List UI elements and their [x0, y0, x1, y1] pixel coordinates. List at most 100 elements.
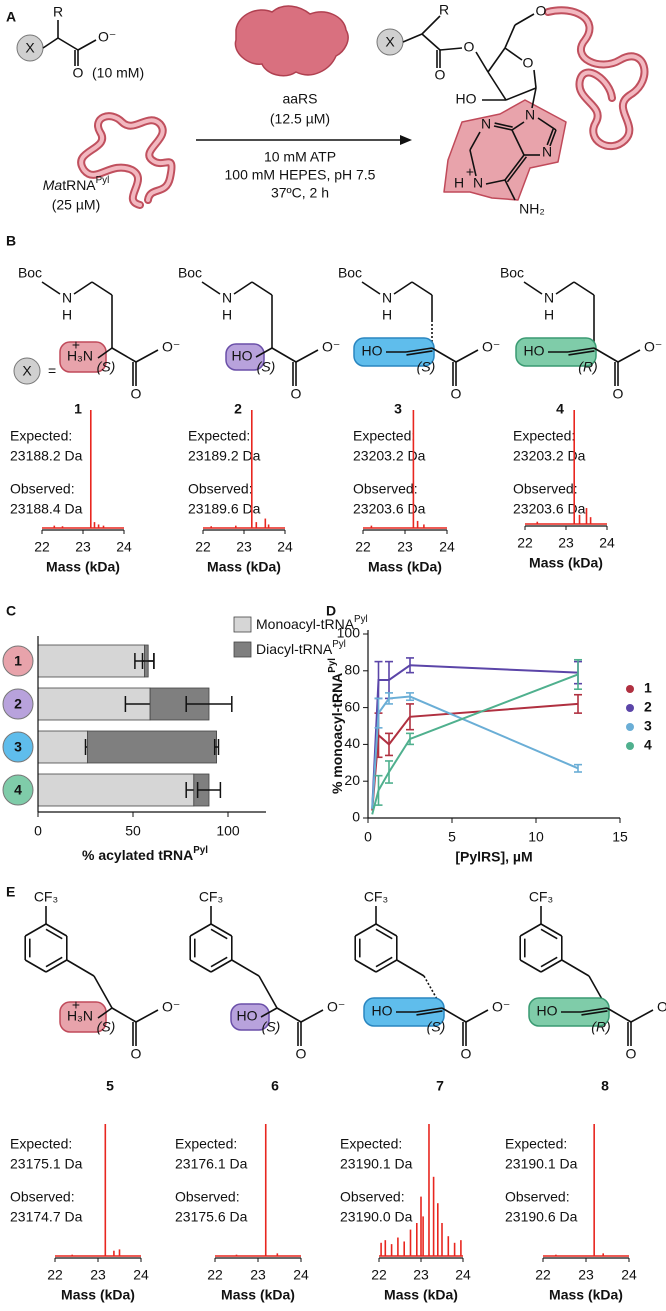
stereo: (R): [591, 1019, 610, 1035]
bond: [441, 1007, 467, 1023]
bond: [421, 33, 441, 51]
spectrum-text: Expected:: [10, 428, 72, 444]
bond: [487, 71, 507, 101]
spectrum-text: Expected:: [505, 1136, 567, 1152]
atom: O: [613, 386, 624, 402]
bond: [41, 281, 61, 295]
bond: [455, 349, 479, 363]
atom: HO: [372, 1003, 393, 1019]
charge: +: [72, 997, 80, 1013]
atom: R: [439, 2, 449, 18]
spectrum-text: 23203.2 Da: [513, 448, 586, 464]
legend-label: 1: [644, 680, 652, 696]
compound-number: 1: [74, 401, 82, 417]
x-tick-label: 24: [439, 539, 455, 555]
charge: +: [72, 337, 80, 353]
bond: [465, 1009, 489, 1023]
y-axis-title-part: % monoacyl-tRNA: [329, 673, 345, 794]
bond: [402, 33, 423, 43]
bond: [97, 1007, 113, 1019]
atom: H: [544, 307, 554, 323]
enzyme-concentration: (12.5 µM): [270, 111, 330, 127]
charge: +: [466, 164, 474, 180]
x-axis-title-part: Pyl: [193, 845, 208, 856]
bond: [24, 959, 47, 973]
spectrum-text: 23203.6 Da: [353, 501, 426, 517]
x-tick-label: 22: [207, 1267, 223, 1283]
bond: [91, 281, 113, 296]
atom: HO: [537, 1003, 558, 1019]
atom: Boc: [500, 265, 524, 281]
x-tick-label: 23: [558, 535, 574, 551]
spectrum-text: Expected:: [188, 428, 250, 444]
error-bar: [574, 763, 582, 773]
atom: O: [523, 55, 534, 71]
bond: [493, 125, 513, 131]
error-bar: [141, 653, 155, 669]
x-tick-label: 24: [277, 539, 293, 555]
y-axis-title: % monoacyl-tRNAPyl: [327, 658, 345, 794]
x-tick-label: 22: [47, 1267, 63, 1283]
arrow-head: [400, 135, 412, 145]
bond: [300, 1009, 324, 1023]
spectrum-text: 23190.1 Da: [505, 1156, 578, 1172]
atom: O: [461, 1046, 472, 1062]
spectrum-text: Observed:: [10, 481, 75, 497]
trna-left-inner: [79, 114, 174, 207]
spectrum-text: Observed:: [513, 481, 578, 497]
category-marker: [2, 774, 34, 806]
bond: [494, 122, 513, 128]
atom: O: [291, 386, 302, 402]
atom: X: [385, 34, 395, 50]
x-tick-label: 15: [612, 829, 628, 845]
bond: [255, 347, 273, 358]
group-highlight: [230, 1003, 270, 1031]
x-tick-label: 23: [250, 1267, 266, 1283]
legend-swatch: [233, 616, 252, 633]
compound-number: 5: [106, 1078, 114, 1094]
protein: [234, 5, 349, 77]
bond: [519, 959, 542, 973]
bond: [504, 179, 516, 201]
bond: [260, 1007, 278, 1018]
bond: [540, 956, 558, 968]
bond: [540, 959, 563, 973]
bond: [573, 281, 595, 296]
x-axis-title: Mass (kDa): [529, 555, 603, 571]
bond: [24, 923, 47, 937]
y-tick-label: 4: [14, 782, 22, 798]
error-bar: [406, 657, 414, 674]
bond: [580, 1007, 608, 1013]
bond: [511, 121, 525, 131]
x-tick-label: 22: [371, 1267, 387, 1283]
stereo: (S): [97, 1019, 116, 1035]
spectrum-text: 23174.7 Da: [10, 1209, 83, 1225]
x-tick-label: 24: [599, 535, 615, 551]
spectrum-text: Expected:: [353, 428, 415, 444]
legend-label: 4: [644, 737, 652, 753]
y-tick-label: 60: [344, 698, 360, 714]
trna-concentration: (25 µM): [52, 197, 101, 213]
atom: N: [481, 116, 491, 132]
category-marker: [2, 688, 34, 720]
bond: [504, 154, 525, 181]
x-tick-label: 23: [397, 539, 413, 555]
x-tick-label: 50: [125, 823, 141, 839]
bond: [45, 956, 63, 968]
spectrum-text: 23189.6 Da: [188, 501, 261, 517]
spectrum-text: 23190.1 Da: [340, 1156, 413, 1172]
stereo: (S): [427, 1019, 446, 1035]
stereo: (R): [578, 359, 597, 375]
compound-number: 3: [394, 401, 402, 417]
group-highlight: [225, 343, 265, 371]
bond: [505, 87, 537, 101]
bond: [393, 281, 413, 295]
atom: HO: [362, 343, 383, 359]
bond: [135, 349, 159, 363]
bond: [487, 47, 506, 73]
trna-right-inner: [546, 8, 647, 148]
bond: [511, 129, 525, 156]
atom: O: [73, 65, 84, 81]
atom: Boc: [338, 265, 362, 281]
bond: [405, 347, 433, 353]
